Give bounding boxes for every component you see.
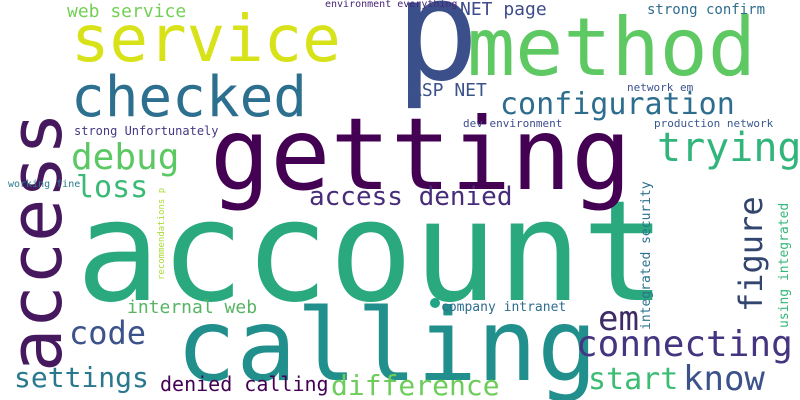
word-access: access	[0, 111, 78, 372]
word-dev-environment: dev environment	[463, 117, 563, 130]
word-trying: trying	[657, 125, 800, 171]
word-calling: calling	[176, 287, 598, 400]
word-access-denied: access denied	[309, 182, 513, 212]
word-p: p	[395, 0, 480, 113]
word-code: code	[69, 314, 147, 352]
word-getting: getting	[210, 96, 632, 213]
word-asp-net: ASP NET	[411, 80, 487, 101]
word-integrated-security: integrated security	[639, 181, 654, 330]
word-company-intranet: company intranet	[441, 300, 567, 315]
word-internal-web: internal web	[127, 297, 258, 318]
word-know: know	[683, 359, 765, 399]
word-service: service	[71, 3, 341, 77]
word-strong-unfortunately: strong Unfortunately	[74, 124, 219, 138]
word-recommendations-p: recommendations p	[157, 187, 167, 280]
word-working-fine: working fine	[8, 179, 81, 190]
word-start: start	[588, 362, 679, 397]
word-using-integrated: using integrated	[777, 202, 792, 328]
word-environment-everything: environment everything	[325, 0, 458, 10]
word-connecting: connecting	[576, 324, 793, 365]
word-dot-mark	[430, 298, 440, 308]
word-production-network: production network	[654, 117, 774, 130]
word-web-service: web service	[67, 1, 187, 22]
word-denied-calling: denied calling	[160, 372, 329, 396]
word-method: method	[467, 1, 756, 94]
word-settings: settings	[14, 361, 149, 394]
word-net-page: NET page	[460, 0, 547, 20]
word-configuration: configuration	[500, 87, 735, 122]
word-network-em: network em	[627, 81, 694, 94]
word-em: em	[598, 299, 639, 339]
word-strong-confirm: strong confirm	[647, 2, 766, 18]
word-loss: loss	[76, 170, 149, 205]
word-checked: checked	[71, 65, 308, 130]
word-figure: figure	[732, 196, 770, 312]
word-debug: debug	[71, 137, 180, 178]
word-difference: difference	[331, 369, 500, 400]
word-account: account	[76, 171, 667, 334]
